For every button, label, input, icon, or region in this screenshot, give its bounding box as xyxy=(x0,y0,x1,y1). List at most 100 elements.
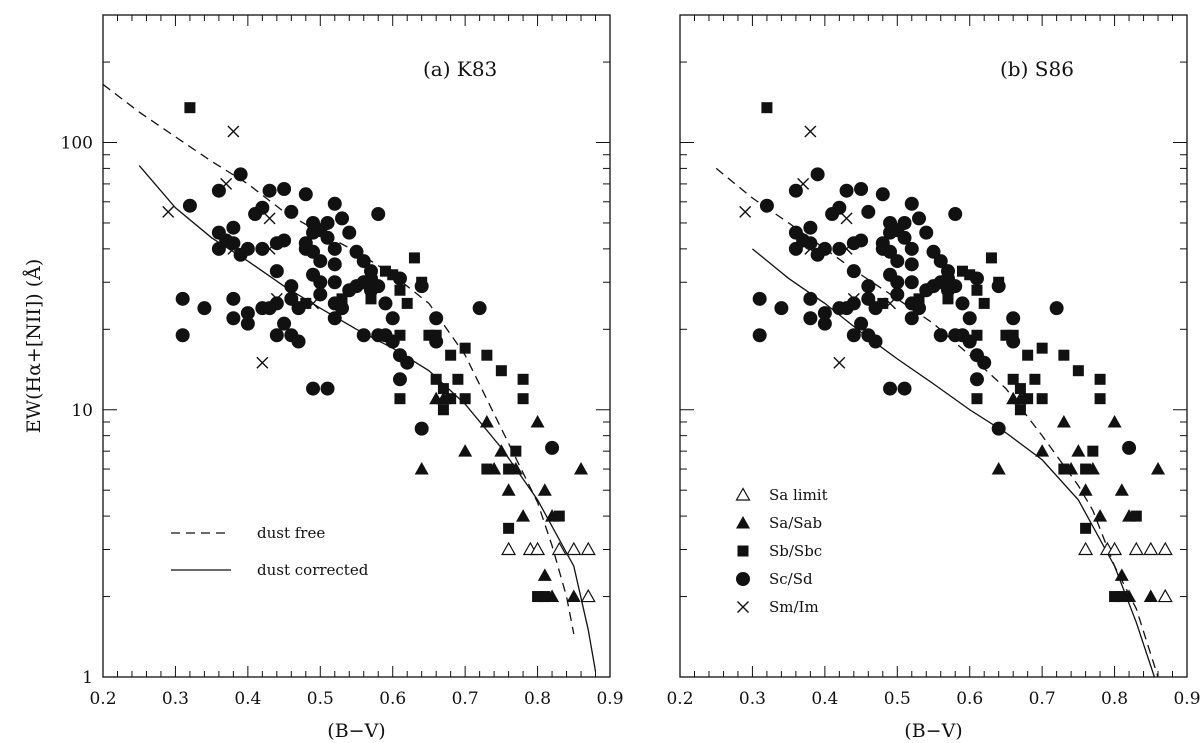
sc-sd-point xyxy=(320,230,335,245)
sc-sd-point xyxy=(429,311,444,326)
sa-sab-point xyxy=(1071,444,1086,457)
sc-sd-point xyxy=(803,311,818,326)
x-tick-label: 0.2 xyxy=(89,689,116,709)
sc-sd-point xyxy=(875,187,890,202)
sc-sd-point xyxy=(414,421,429,436)
sc-sd-point xyxy=(803,291,818,306)
sb-sbc-point xyxy=(1116,591,1128,603)
sa-sab-point xyxy=(530,414,545,428)
sb-sbc-point xyxy=(1058,349,1070,361)
sc-sd-point xyxy=(371,279,386,294)
sm-im-point xyxy=(307,297,320,310)
sc-sd-point xyxy=(327,311,342,326)
sc-sd-point xyxy=(803,220,818,235)
x-tick-label: 0.8 xyxy=(1101,689,1128,709)
sb-sbc-point xyxy=(539,591,551,603)
sc-sd-point xyxy=(240,306,255,321)
sc-sd-point xyxy=(832,241,847,256)
x-tick-label: 0.7 xyxy=(1029,689,1056,709)
sb-sbc-point xyxy=(971,284,983,296)
x-tick-label: 0.5 xyxy=(884,689,911,709)
plot-frame xyxy=(679,14,1188,678)
sb-sbc-point xyxy=(1080,522,1092,534)
sc-sd-point xyxy=(226,291,241,306)
sc-sd-point xyxy=(298,187,313,202)
sb-sbc-point xyxy=(761,102,773,114)
sc-sd-point xyxy=(545,440,560,455)
sm-im-point xyxy=(833,356,846,369)
sm-im-point xyxy=(220,177,233,190)
sm-im-point xyxy=(804,125,817,138)
sc-sd-point xyxy=(817,306,832,321)
sc-sd-point xyxy=(277,316,292,331)
sc-sd-point xyxy=(335,211,350,226)
sm-im-point xyxy=(227,242,240,255)
sc-sd-point xyxy=(414,279,429,294)
sm-im-point xyxy=(263,212,276,225)
sb-sbc-point xyxy=(532,591,544,603)
sb-sbc-point xyxy=(1022,349,1034,361)
panel-title: (a) K83 xyxy=(423,57,497,81)
sm-im-point xyxy=(270,292,283,305)
sm-im-point xyxy=(847,292,860,305)
sb-sbc-point xyxy=(365,293,377,305)
sa-sab-point xyxy=(574,462,589,475)
sa-sab-point xyxy=(537,483,552,496)
sa-sab-point xyxy=(1107,414,1122,428)
sb-sbc-point xyxy=(445,393,457,405)
sm-im-point xyxy=(227,125,240,138)
sc-sd-point xyxy=(1006,334,1021,349)
sc-sd-point xyxy=(327,275,342,290)
sc-sd-point xyxy=(774,301,789,316)
sc-sd-point xyxy=(371,207,386,222)
sb-sbc-point xyxy=(1087,445,1099,457)
sb-sbc-point xyxy=(423,329,435,341)
sc-sd-point xyxy=(327,257,342,272)
dust-corrected-line xyxy=(752,248,1156,677)
sc-sd-point xyxy=(306,381,321,396)
sb-sbc-point xyxy=(1022,393,1034,405)
x-tick-label: 0.8 xyxy=(524,689,551,709)
sa-sab-point xyxy=(494,444,509,457)
sa-limit-point xyxy=(1157,588,1173,603)
sc-sd-point xyxy=(284,279,299,294)
sc-sd-point xyxy=(861,279,876,294)
sa-limit-point xyxy=(1107,541,1123,556)
sa-sab-point xyxy=(479,414,494,428)
sb-sbc-point xyxy=(408,252,420,264)
sc-sd-point xyxy=(175,328,190,343)
sm-im-point xyxy=(162,205,175,218)
plot-frame xyxy=(102,14,611,678)
sc-sd-point xyxy=(313,254,328,269)
sb-sbc-point xyxy=(956,265,968,277)
sa-sab-point xyxy=(1093,509,1108,522)
sc-sd-point xyxy=(226,220,241,235)
sc-sd-point xyxy=(854,316,869,331)
sb-sbc-point xyxy=(913,293,925,305)
sa-sab-point xyxy=(1114,568,1129,581)
sb-sbc-point xyxy=(942,293,954,305)
sc-sd-point xyxy=(320,215,335,230)
sb-sbc-point xyxy=(1080,463,1092,475)
sc-sd-point xyxy=(291,301,306,316)
sb-sbc-point xyxy=(481,463,493,475)
sa-limit-point xyxy=(566,541,582,556)
sc-sd-point xyxy=(912,301,927,316)
sb-sbc-point xyxy=(978,297,990,309)
sb-sbc-point xyxy=(379,265,391,277)
legend-marker xyxy=(737,601,749,613)
x-tick-label: 0.9 xyxy=(596,689,623,709)
sm-im-point xyxy=(797,177,810,190)
sm-im-point xyxy=(884,297,897,310)
sc-sd-point xyxy=(233,167,248,182)
sa-sab-point xyxy=(414,462,429,475)
sa-limit-point xyxy=(551,541,567,556)
sc-sd-point xyxy=(883,381,898,396)
x-tick-label: 0.4 xyxy=(811,689,838,709)
sc-sd-point xyxy=(226,236,241,251)
sc-sd-point xyxy=(269,264,284,279)
sc-sd-point xyxy=(904,311,919,326)
sb-sbc-point xyxy=(1029,373,1041,385)
x-tick-label: 0.3 xyxy=(739,689,766,709)
x-axis-title: (B−V) xyxy=(904,720,962,742)
